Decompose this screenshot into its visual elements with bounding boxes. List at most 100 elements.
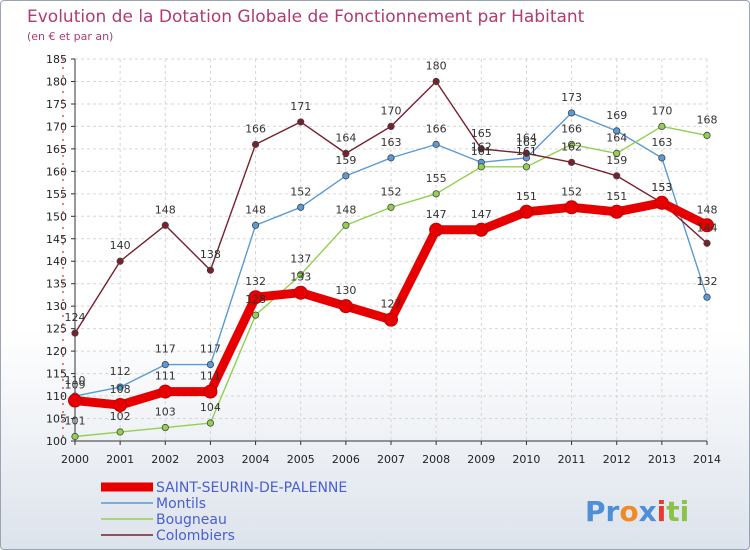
data-label: 151 xyxy=(516,190,537,203)
data-point xyxy=(703,239,711,247)
data-point xyxy=(161,360,169,369)
logo-letter: i xyxy=(657,495,667,528)
data-point xyxy=(206,266,215,274)
data-label: 166 xyxy=(561,122,582,135)
data-point xyxy=(387,122,395,131)
data-label: 153 xyxy=(651,181,672,194)
y-tick-label: 120 xyxy=(46,345,67,358)
x-tick-label: 2010 xyxy=(512,453,540,466)
data-label: 165 xyxy=(471,127,492,140)
data-point xyxy=(384,312,398,327)
data-label: 169 xyxy=(606,109,627,122)
data-label: 152 xyxy=(561,185,582,198)
x-tick-label: 2000 xyxy=(61,453,89,466)
y-tick-label: 185 xyxy=(46,53,67,66)
y-tick-label: 115 xyxy=(46,368,67,381)
y-tick-label: 110 xyxy=(46,390,67,403)
data-label: 147 xyxy=(471,208,492,221)
x-tick-label: 2001 xyxy=(106,453,134,466)
data-point xyxy=(251,221,260,229)
data-label: 152 xyxy=(290,185,311,198)
y-tick-label: 165 xyxy=(46,143,67,156)
logo-letter: o xyxy=(619,495,638,528)
data-point xyxy=(203,384,218,399)
data-point xyxy=(477,163,485,171)
data-label: 148 xyxy=(245,203,266,216)
data-label: 168 xyxy=(697,113,718,126)
data-point xyxy=(567,158,576,166)
axis-layer: 1001051101151201251301351401451501551601… xyxy=(46,53,721,466)
data-label: 164 xyxy=(516,131,537,144)
x-tick-label: 2013 xyxy=(648,453,676,466)
series-layer xyxy=(68,77,714,441)
data-point xyxy=(613,172,621,180)
data-point xyxy=(700,218,714,233)
x-tick-label: 2011 xyxy=(558,453,586,466)
data-label: 132 xyxy=(697,275,718,288)
data-point xyxy=(297,203,305,211)
data-label: 111 xyxy=(200,370,221,383)
logo-letter: x xyxy=(639,495,657,528)
data-point xyxy=(703,131,711,139)
data-point xyxy=(522,149,531,157)
data-label: 163 xyxy=(381,136,402,149)
y-tick-label: 125 xyxy=(46,323,67,336)
data-label: 163 xyxy=(516,136,537,149)
data-point xyxy=(251,140,260,148)
legend: SAINT-SEURIN-DE-PALENNEMontilsBougneauCo… xyxy=(101,480,347,544)
data-point xyxy=(113,398,128,413)
data-point xyxy=(564,200,579,215)
logo-letter: Pr xyxy=(585,495,620,528)
data-label: 144 xyxy=(697,221,718,234)
data-point xyxy=(251,311,260,319)
data-point xyxy=(567,109,576,117)
data-label: 102 xyxy=(110,410,131,423)
x-tick-label: 2007 xyxy=(377,453,405,466)
data-point xyxy=(342,149,350,157)
data-point xyxy=(387,203,395,211)
data-label: 117 xyxy=(200,343,221,356)
data-label: 111 xyxy=(155,370,176,383)
data-point xyxy=(116,383,124,391)
data-label: 153 xyxy=(651,181,672,194)
data-label: 124 xyxy=(65,311,86,324)
data-label: 148 xyxy=(335,203,356,216)
data-point xyxy=(567,140,576,148)
data-label: 161 xyxy=(471,145,492,158)
x-tick-label: 2002 xyxy=(151,453,179,466)
data-label: 130 xyxy=(335,284,356,297)
data-label: 110 xyxy=(65,374,86,387)
y-tick-label: 100 xyxy=(46,435,67,448)
data-label: 159 xyxy=(335,154,356,167)
data-label: 166 xyxy=(426,122,447,135)
data-point xyxy=(293,285,308,300)
data-point xyxy=(429,222,444,237)
x-tick-label: 2004 xyxy=(242,453,270,466)
data-point xyxy=(338,299,353,314)
data-point xyxy=(248,290,263,305)
y-tick-label: 105 xyxy=(46,413,67,426)
chart-subtitle: (en € et par an) xyxy=(27,30,113,43)
data-label: 164 xyxy=(335,131,356,144)
data-point xyxy=(297,271,305,279)
data-label: 137 xyxy=(290,253,311,266)
x-tick-label: 2012 xyxy=(603,453,631,466)
data-label: 173 xyxy=(561,91,582,104)
proxiti-logo: Proxiti xyxy=(585,495,689,528)
data-point xyxy=(116,428,124,436)
legend-label: Montils xyxy=(156,496,206,512)
legend-label: Bougneau xyxy=(156,512,227,528)
data-label: 171 xyxy=(290,100,311,113)
y-tick-label: 135 xyxy=(46,278,67,291)
data-label: 132 xyxy=(245,275,266,288)
y-tick-label: 170 xyxy=(46,120,67,133)
data-point xyxy=(658,154,666,162)
data-point xyxy=(613,127,621,135)
y-tick-label: 175 xyxy=(46,98,67,111)
data-label: 162 xyxy=(471,140,492,153)
data-point xyxy=(519,204,534,219)
data-point xyxy=(613,149,621,157)
data-label: 152 xyxy=(381,185,402,198)
data-point xyxy=(206,360,215,369)
